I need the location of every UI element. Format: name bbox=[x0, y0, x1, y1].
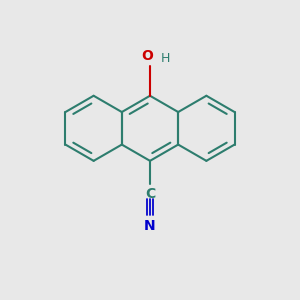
Text: H: H bbox=[161, 52, 170, 65]
Text: C: C bbox=[145, 187, 155, 201]
Text: O: O bbox=[142, 49, 154, 63]
Text: N: N bbox=[144, 219, 156, 233]
